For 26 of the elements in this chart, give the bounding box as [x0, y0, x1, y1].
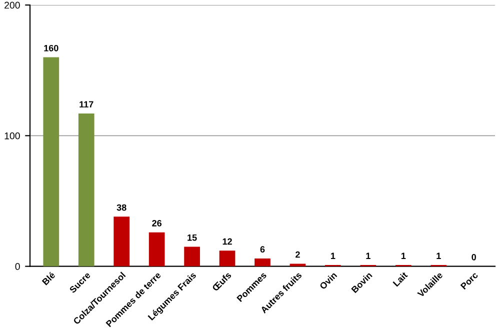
data-label: 15 — [188, 234, 197, 241]
bar — [254, 258, 270, 266]
data-label: 38 — [116, 204, 126, 211]
data-label: 12 — [222, 238, 232, 245]
data-label: 117 — [80, 101, 94, 108]
bar — [78, 113, 94, 266]
y-tick-label: 0 — [15, 263, 20, 270]
data-label: 0 — [472, 254, 476, 260]
bar — [43, 57, 60, 266]
bar — [219, 250, 236, 266]
bar — [184, 246, 200, 266]
data-label: 26 — [152, 220, 162, 226]
data-label: 2 — [296, 251, 300, 258]
data-label: 160 — [44, 44, 58, 52]
data-label: 1 — [331, 252, 336, 259]
bar — [148, 232, 165, 266]
data-label: 1 — [436, 252, 441, 259]
data-label: 6 — [260, 246, 265, 253]
y-tick-label: 100 — [4, 132, 20, 140]
bar — [114, 216, 130, 266]
data-label: 1 — [366, 252, 370, 259]
data-label: 1 — [401, 252, 406, 259]
x-tick-label: Lait — [392, 271, 408, 287]
bar — [290, 264, 306, 266]
y-tick-label: 200 — [4, 2, 20, 9]
x-tick-label: Blé — [42, 271, 56, 286]
